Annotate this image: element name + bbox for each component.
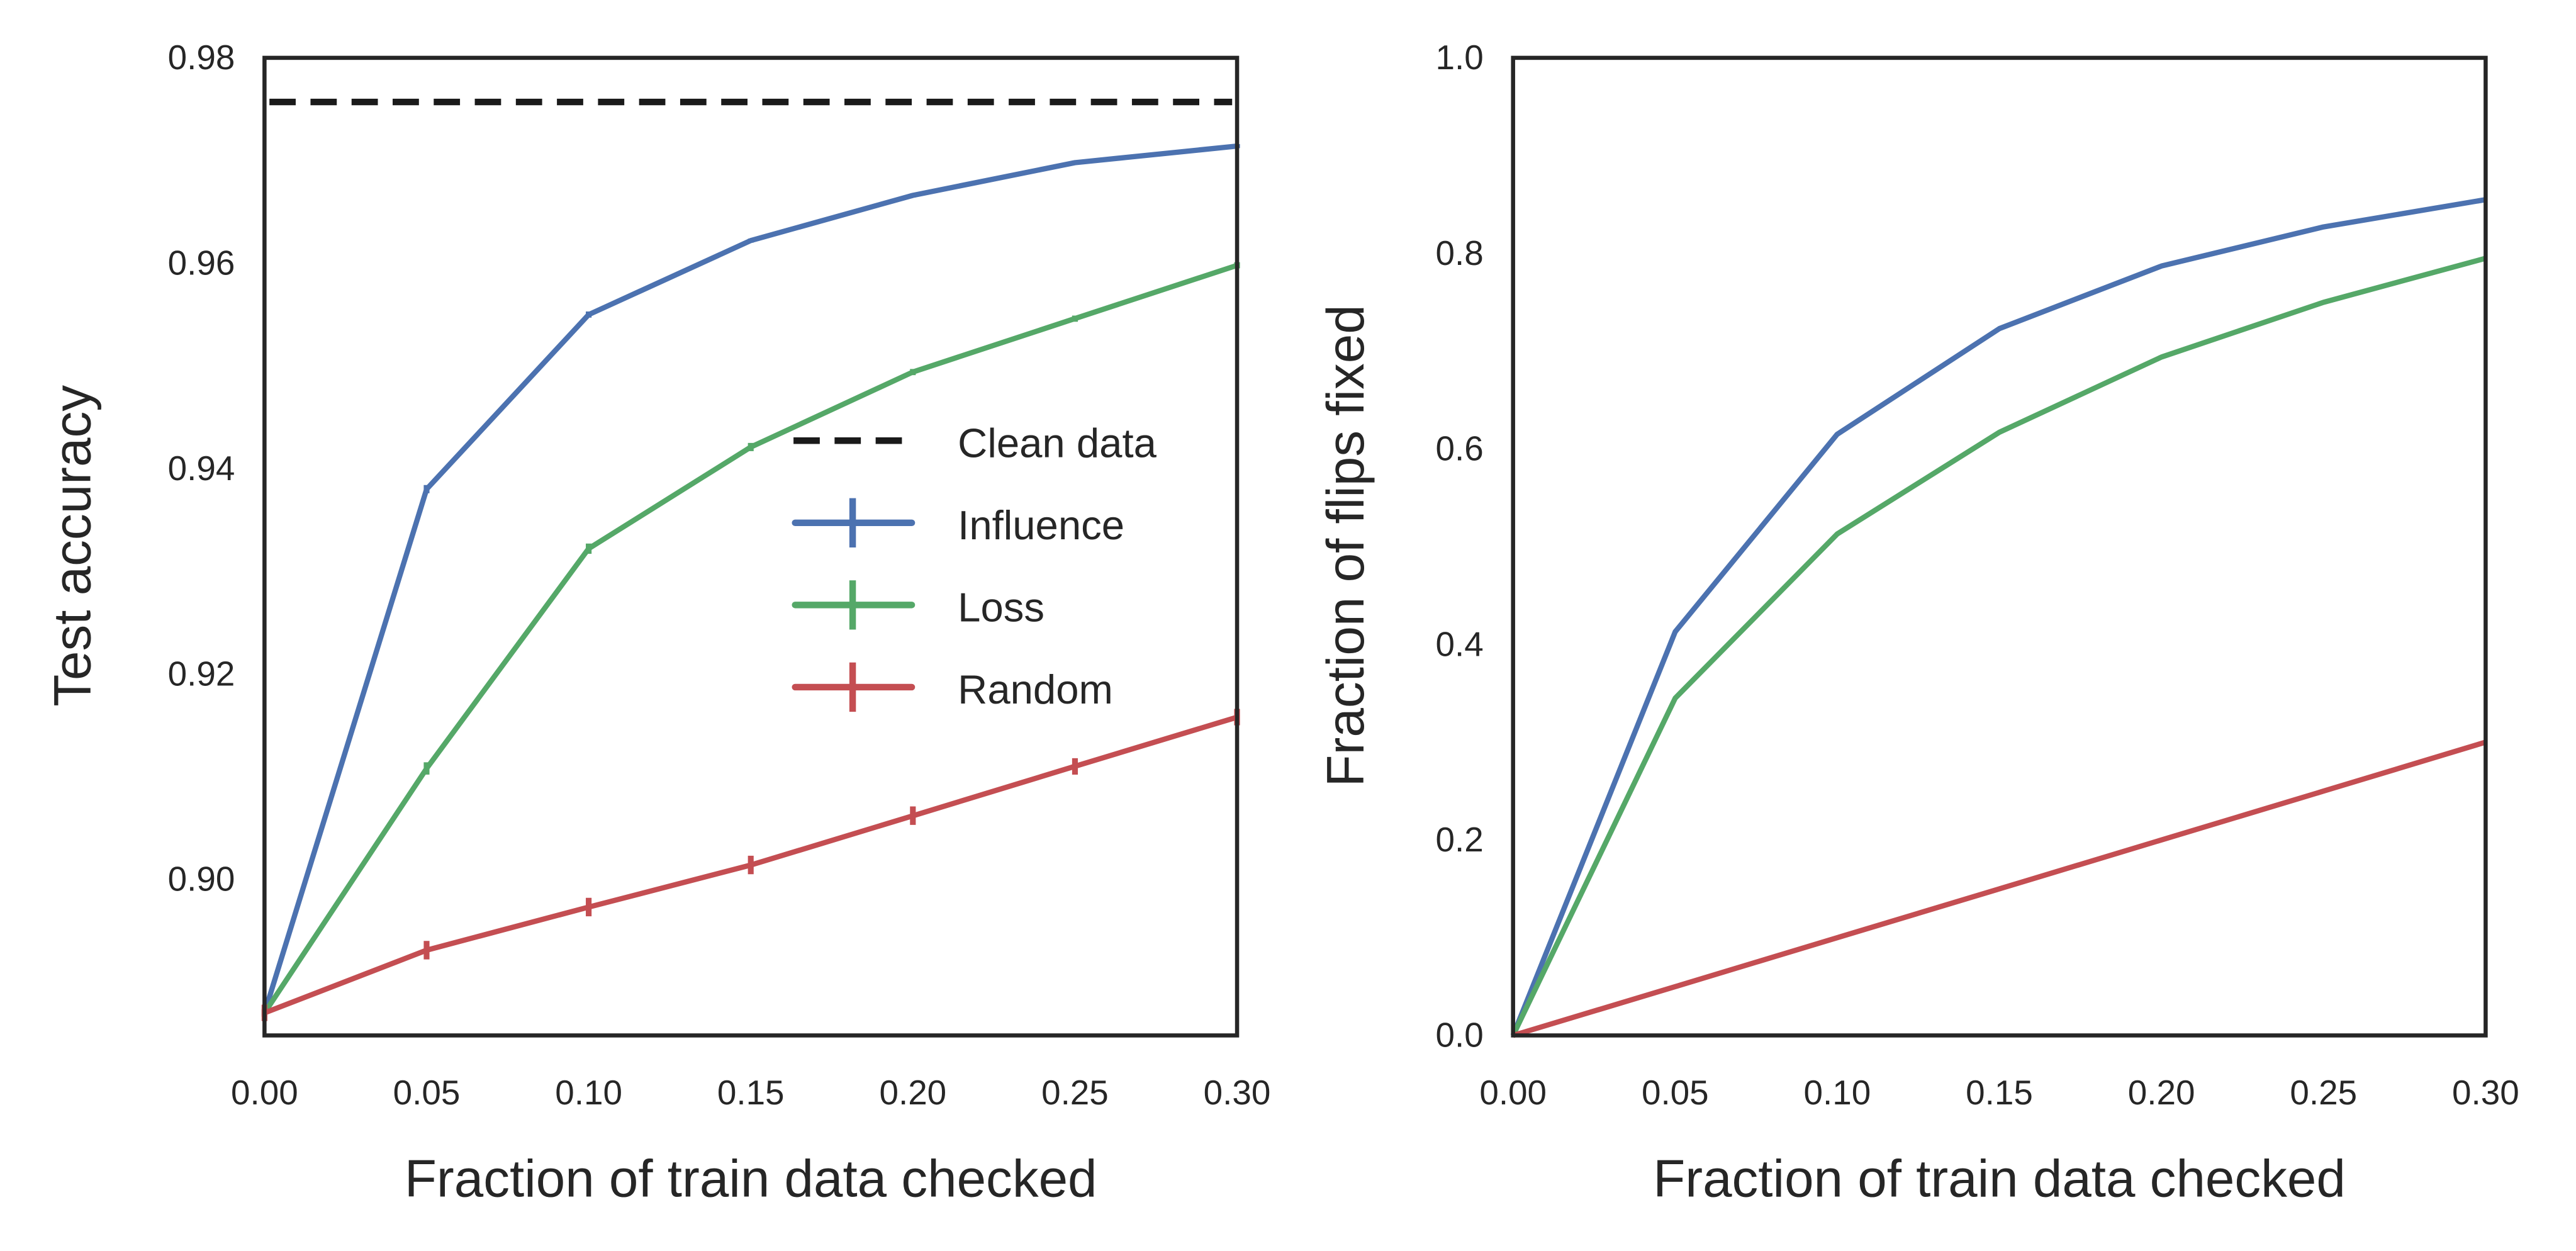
legend-random-label: Random [958, 666, 1113, 712]
right-chart-flips-fixed: 0.00 0.05 0.10 0.15 0.20 0.25 0.30 0.0 0.2 0.4 0.6… [1316, 38, 2519, 1208]
right-influence-line [1510, 197, 2487, 1036]
left-x-tick-label: 0.00 [231, 1073, 298, 1112]
legend-random-swatch [792, 662, 916, 712]
right-x-tick-label: 0.10 [1804, 1073, 1871, 1112]
right-x-tick-label: 0.25 [2290, 1073, 2357, 1112]
left-x-tick-label: 0.20 [879, 1073, 946, 1112]
legend-influence-swatch [792, 498, 916, 547]
right-x-tick-label: 0.15 [1966, 1073, 2033, 1112]
left-plot-frame [262, 55, 1240, 1038]
left-y-tick-label: 0.92 [168, 654, 235, 693]
left-y-tick-label: 0.90 [168, 860, 235, 899]
left-x-tick-label: 0.25 [1041, 1073, 1109, 1112]
left-x-tick-label: 0.15 [717, 1073, 785, 1112]
right-y-tick-label: 0.2 [1435, 820, 1483, 859]
right-x-tick-label: 0.00 [1479, 1073, 1547, 1112]
left-y-axis-label: Test accuracy [43, 385, 102, 707]
right-x-tick-label: 0.20 [2128, 1073, 2195, 1112]
right-x-tick-label: 0.30 [2452, 1073, 2519, 1112]
legend-influence-label: Influence [958, 502, 1124, 548]
right-x-tick-label: 0.05 [1642, 1073, 1709, 1112]
legend: Clean data Influence Loss Random [792, 420, 1157, 712]
left-y-tick-label: 0.94 [168, 449, 235, 488]
left-x-axis-label: Fraction of train data checked [405, 1148, 1097, 1208]
legend-loss-label: Loss [958, 584, 1044, 630]
left-chart-test-accuracy: 0.00 0.05 0.10 0.15 0.20 0.25 0.30 0.90 0.92 0.94… [43, 38, 1271, 1208]
left-y-tick-label: 0.96 [168, 244, 235, 283]
right-y-tick-label: 0.8 [1435, 233, 1483, 272]
right-y-tick-label: 0.0 [1435, 1016, 1483, 1055]
left-x-tick-label: 0.10 [555, 1073, 622, 1112]
right-y-tick-label: 1.0 [1435, 38, 1483, 77]
right-loss-line [1510, 255, 2487, 1037]
left-influence-line [262, 143, 1238, 1014]
right-plot-frame [1511, 55, 2488, 1038]
right-random-line [1512, 739, 2487, 1038]
left-x-tick-label: 0.05 [393, 1073, 461, 1112]
left-loss-line [262, 262, 1238, 1014]
right-y-tick-label: 0.6 [1435, 429, 1483, 468]
right-x-axis-label: Fraction of train data checked [1653, 1148, 2346, 1208]
legend-loss-swatch [792, 580, 916, 630]
right-y-tick-label: 0.4 [1435, 624, 1483, 663]
left-y-tick-label: 0.98 [168, 38, 235, 77]
legend-clean-data-label: Clean data [958, 420, 1156, 466]
left-x-tick-label: 0.30 [1204, 1073, 1271, 1112]
right-y-axis-label: Fraction of flips fixed [1316, 305, 1375, 787]
